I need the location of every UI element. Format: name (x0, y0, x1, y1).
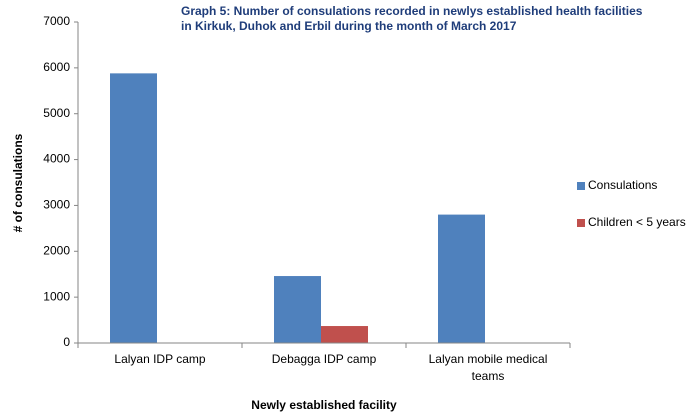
y-tick-label: 5000 (43, 106, 70, 120)
chart-title: Graph 5: Number of consulations recorded… (181, 4, 643, 33)
x-tick-label: Lalyan IDP camp (114, 352, 206, 366)
bar (321, 326, 368, 343)
legend-swatch (577, 219, 585, 227)
y-tick-label: 6000 (43, 60, 70, 74)
bar (274, 276, 321, 343)
x-tick-label: Debagga IDP camp (271, 352, 377, 366)
y-axis-label: # of consulations (11, 133, 25, 232)
y-tick-label: 4000 (43, 152, 70, 166)
bar (110, 73, 157, 344)
y-tick-label: 0 (63, 335, 70, 349)
bar (438, 214, 485, 343)
legend-swatch (577, 182, 585, 190)
x-axis-label: Newly established facility (251, 398, 397, 412)
y-tick-label: 1000 (43, 289, 70, 303)
legend-label: Children < 5 years (588, 215, 686, 229)
y-tick-label: 7000 (43, 14, 70, 28)
x-tick-label: Lalyan mobile medical teams (428, 352, 548, 383)
y-tick-label: 2000 (43, 243, 70, 257)
legend-label: Consulations (588, 178, 657, 192)
y-tick-label: 3000 (43, 198, 70, 212)
